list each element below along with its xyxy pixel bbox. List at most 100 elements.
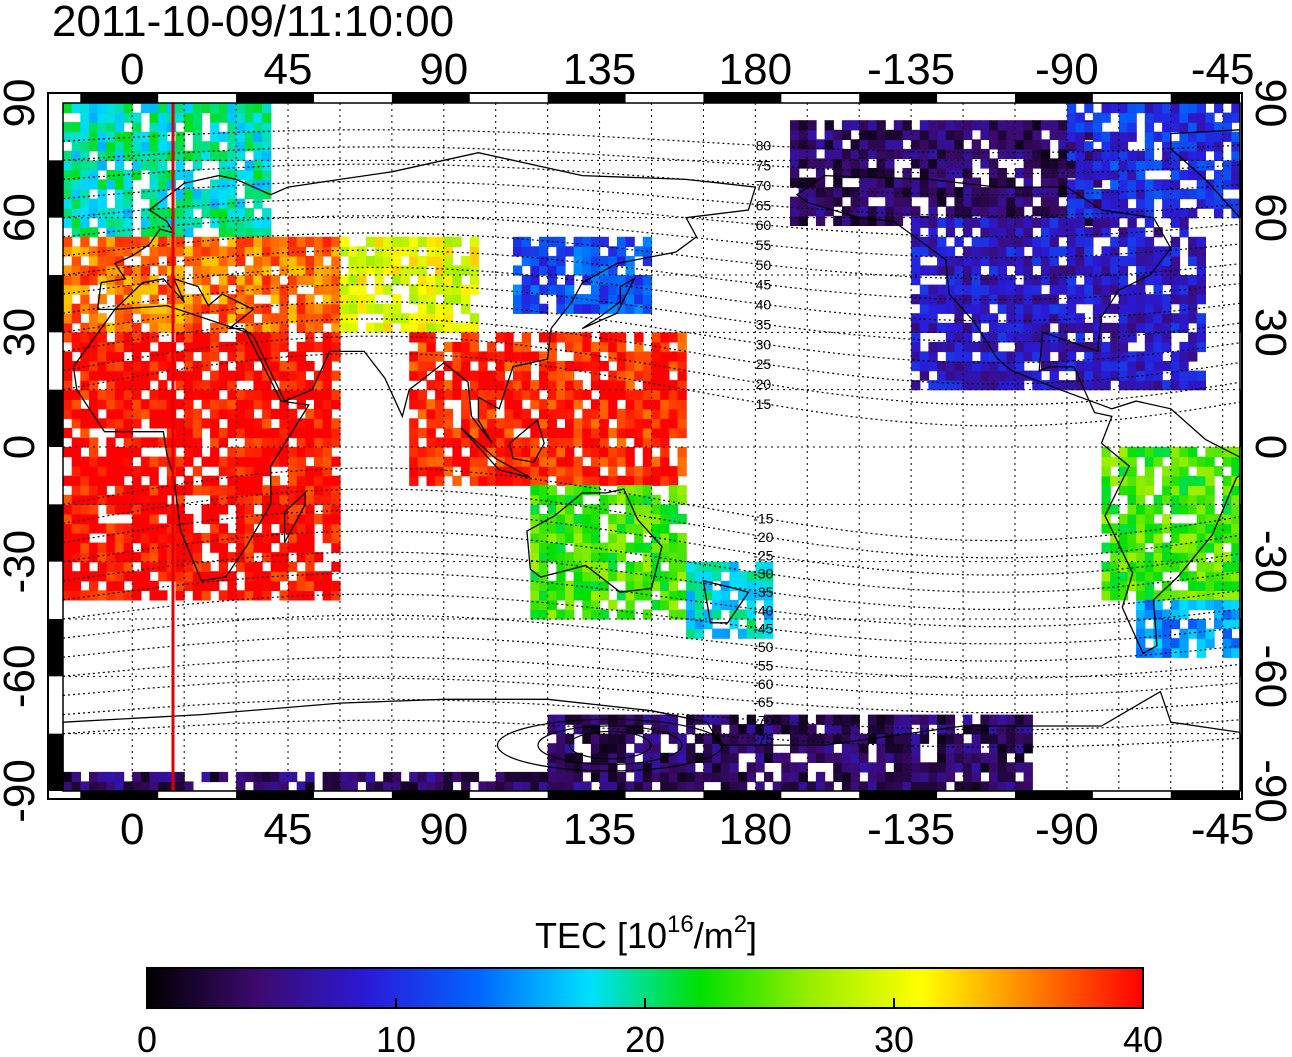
tec-cell [1144,561,1155,572]
tec-cell [997,294,1007,305]
tec-cell [218,523,229,534]
tec-cell [80,284,90,295]
tec-cell [1222,169,1232,181]
tec-cell [71,332,81,343]
tec-cell [305,580,315,591]
tec-cell [322,533,332,544]
tec-cell [227,141,237,152]
tec-cell [989,236,999,247]
tec-cell [322,781,332,791]
tec-cell [1170,561,1181,572]
tec-cell [97,351,107,362]
tec-cell [989,361,999,372]
tec-cell [80,361,90,372]
tec-cell [469,427,480,439]
tec-cell [1196,456,1206,467]
tec-cell [149,533,159,544]
tec-cell [616,609,627,620]
tec-cell [314,389,324,400]
tec-cell [1170,456,1181,467]
tec-cell [1153,189,1163,200]
tec-cell [997,246,1007,257]
tec-cell [859,187,869,198]
tec-cell [556,389,566,400]
tec-cell [149,456,159,467]
tec-cell [1162,475,1172,486]
tec-cell [1231,198,1240,209]
tec-cell [89,361,99,372]
tec-cell [63,523,73,534]
tec-cell [339,781,350,791]
tec-cell [1179,561,1189,572]
tec-cell [417,322,428,333]
tec-cell [547,447,557,458]
tec-cell [262,275,272,286]
tec-cell [971,322,981,333]
tec-cell [703,609,713,620]
tec-cell [1196,475,1206,486]
tec-cell [599,733,609,744]
tec-cell [1196,284,1206,295]
tec-cell [469,236,480,247]
top-lon-tick-label: 135 [563,45,636,94]
tec-cell [279,255,289,267]
tec-cell [997,733,1007,744]
tec-cell [504,361,514,372]
tec-cell [339,284,350,295]
tec-cell [573,542,583,553]
tec-cell [236,475,246,486]
tec-cell [841,771,852,783]
tec-cell [625,542,635,553]
tec-cell [140,303,151,314]
tec-cell [625,456,635,467]
tec-cell [210,255,220,267]
tec-cell [746,571,756,582]
tec-cell [668,513,679,525]
tec-cell [616,571,627,582]
tec-cell [963,227,973,238]
tec-cell [1188,456,1198,467]
tec-cell [1196,628,1206,639]
tec-cell [573,437,583,448]
tec-cell [236,341,246,353]
tec-cell [660,771,670,783]
tec-cell [625,427,635,439]
tec-cell [1249,504,1258,514]
tec-cell [790,196,800,207]
tec-cell [114,408,125,419]
tec-cell [409,361,419,372]
tec-cell [296,437,306,448]
tec-cell [997,196,1007,207]
tec-cell [599,743,609,754]
tec-cell [712,561,722,572]
tec-cell [1214,523,1224,534]
tec-cell [660,533,670,544]
tec-cell [937,294,947,305]
tec-cell [461,389,471,400]
tec-cell [201,103,211,114]
tec-cell [772,752,782,763]
tec-cell [244,542,254,553]
mlat-label: 50 [756,257,772,273]
tec-cell [582,599,592,611]
tec-cell [937,341,947,353]
tec-cell [383,303,393,314]
tec-cell [945,303,956,314]
tec-cell [599,580,609,591]
tec-cell [885,771,895,783]
tec-cell [530,571,540,582]
tec-cell [1066,303,1077,314]
tec-cell [902,206,912,217]
tec-cell [911,294,921,305]
tec-cell [599,418,609,429]
tec-cell [114,418,125,429]
tec-cell [236,408,246,419]
tec-cell [590,303,601,314]
tec-cell [227,380,237,391]
tec-cell [158,552,168,563]
tec-cell [201,504,211,515]
coastline [702,579,750,624]
tec-cell [132,389,142,400]
tec-cell [89,485,99,496]
tec-cell [668,724,679,735]
